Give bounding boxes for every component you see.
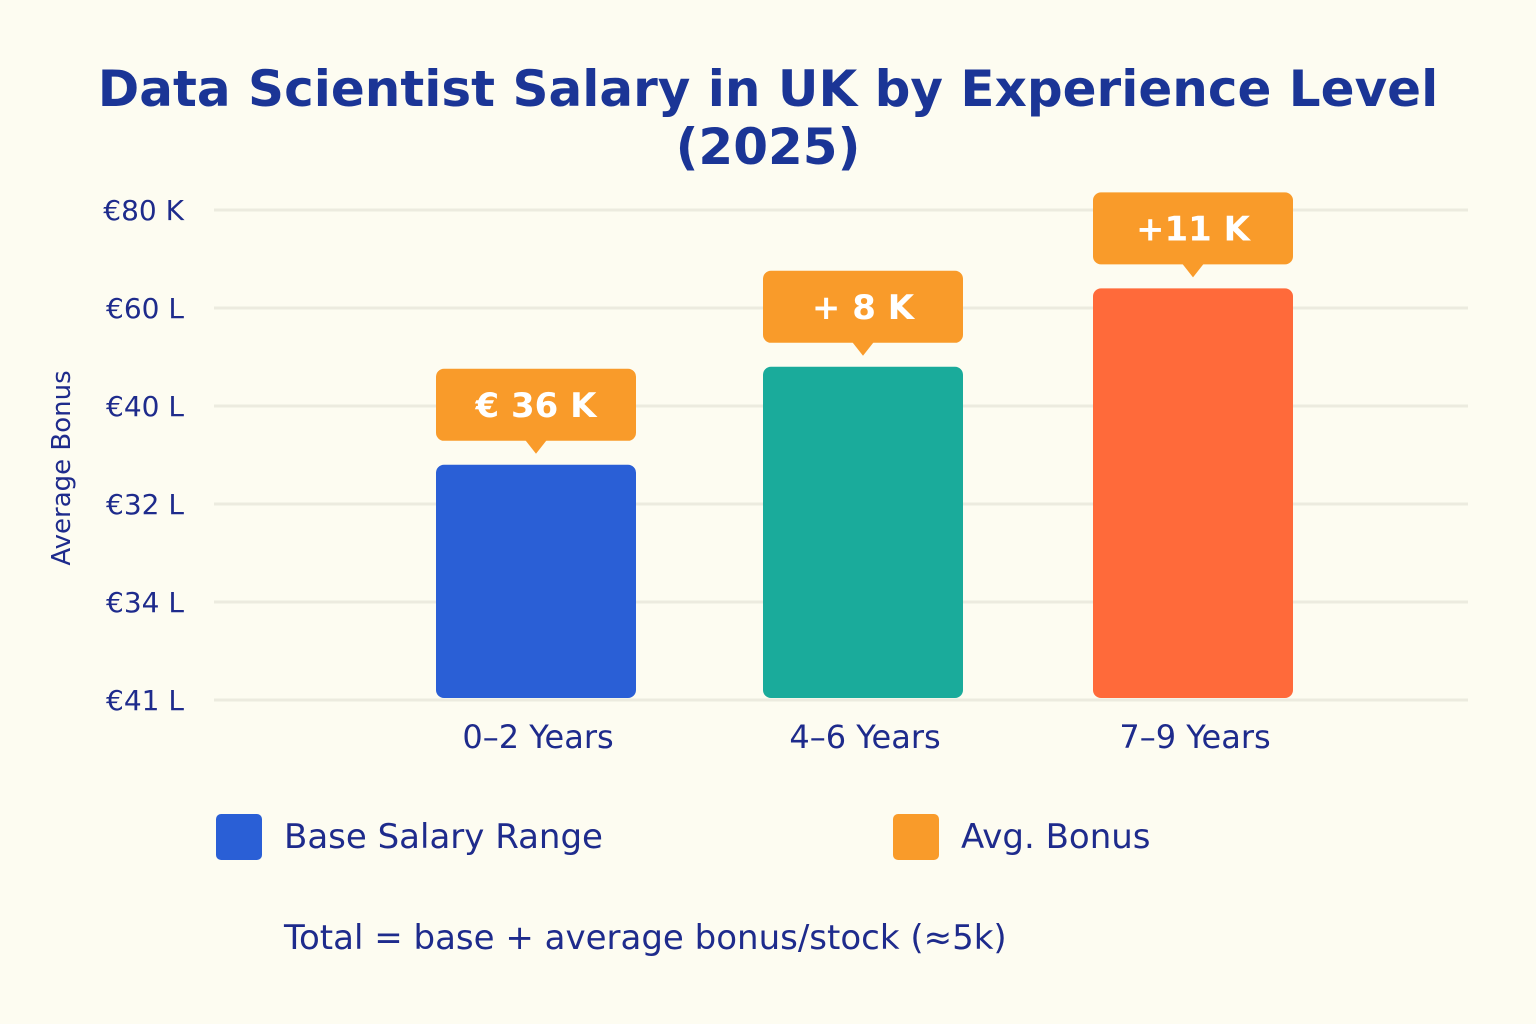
bonus-callout: +11 K: [1093, 192, 1293, 278]
y-tick-label: €32 L: [106, 488, 184, 521]
x-category-label: 4–6 Years: [789, 718, 940, 756]
y-tick-label: €34 L: [106, 586, 184, 619]
y-tick-label: €60 L: [106, 292, 184, 325]
y-tick-label: €41 L: [106, 684, 184, 717]
bonus-callout-box: [1093, 192, 1293, 265]
legend-swatch-avg-bonus: [893, 814, 939, 860]
bonus-label: +11 K: [1136, 209, 1252, 249]
legend-label-avg-bonus: Avg. Bonus: [961, 817, 1151, 857]
bonus-label: + 8 K: [812, 288, 916, 328]
legend-item-base-salary: Base Salary Range: [216, 814, 603, 860]
x-axis-categories: 0–2 Years 4–6 Years 7–9 Years: [462, 718, 1270, 756]
bonus-callouts: € 36 K + 8 K +11 K: [436, 192, 1293, 454]
bonus-callout-pointer: [852, 341, 874, 356]
chart-title: Data Scientist Salary in UK by Experienc…: [97, 60, 1439, 176]
bonus-callout-pointer: [1182, 263, 1204, 278]
bonus-callout-box: [436, 368, 636, 441]
legend-item-avg-bonus: Avg. Bonus: [893, 814, 1151, 860]
bonus-callout: € 36 K: [436, 368, 636, 454]
y-tick-label: €80 K: [103, 194, 184, 227]
y-axis-ticks: €80 K €60 L €40 L €32 L €34 L €41 L: [103, 194, 184, 717]
bonus-callout: + 8 K: [763, 270, 963, 356]
bonus-callout-box: [763, 270, 963, 343]
bars: [436, 288, 1293, 698]
x-category-label: 7–9 Years: [1119, 718, 1270, 756]
legend-swatch-base-salary: [216, 814, 262, 860]
bonus-label: € 36 K: [475, 386, 599, 426]
x-category-label: 0–2 Years: [462, 718, 613, 756]
bonus-callout-pointer: [525, 439, 547, 454]
legend-label-base-salary: Base Salary Range: [284, 817, 603, 857]
bar: [763, 366, 963, 698]
footnote: Total = base + average bonus/stock (≈5k): [284, 918, 1007, 958]
y-axis-label: Average Bonus: [47, 370, 77, 565]
bar: [436, 464, 636, 698]
y-tick-label: €40 L: [106, 390, 184, 423]
bar: [1093, 288, 1293, 698]
